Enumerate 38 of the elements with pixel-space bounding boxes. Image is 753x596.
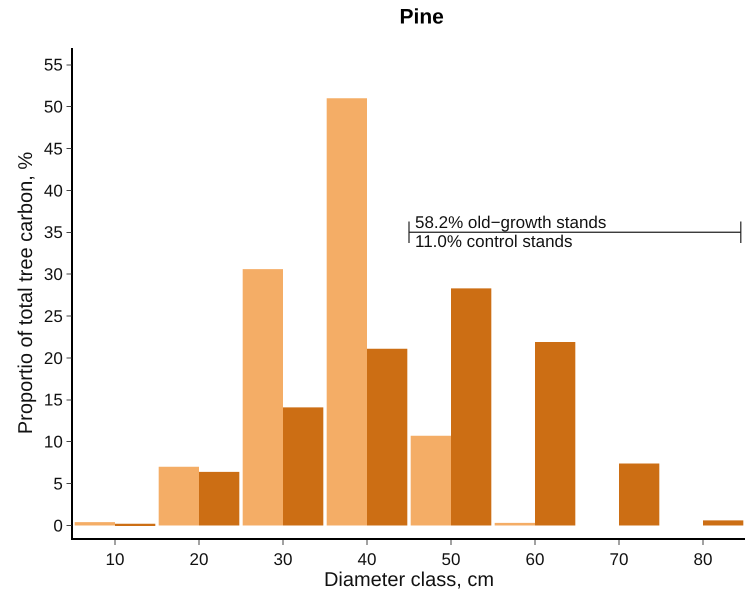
y-tick-label: 45 [44, 139, 63, 158]
x-tick-label: 80 [694, 550, 712, 570]
bar [703, 520, 744, 526]
x-tick-label: 20 [190, 550, 208, 570]
y-tick-label: 35 [44, 223, 63, 242]
y-tick-label: 20 [44, 348, 63, 368]
annotation: 11.0% control stands [415, 232, 572, 251]
x-tick-label: 40 [358, 550, 376, 570]
bar [199, 472, 240, 526]
x-tick-label: 10 [106, 550, 124, 570]
bar [535, 342, 576, 526]
bar [242, 269, 283, 526]
bar [158, 466, 199, 526]
x-tick-label: 70 [610, 550, 628, 570]
y-tick-label: 0 [53, 516, 63, 536]
y-tick-label: 25 [44, 306, 63, 326]
bar [74, 522, 115, 526]
annotation: 58.2% old−growth stands [415, 213, 606, 232]
y-axis-title: Proportio of total tree carbon, % [14, 152, 37, 434]
bar [494, 522, 535, 526]
bar [367, 348, 408, 526]
bar [283, 407, 324, 526]
x-tick-label: 30 [274, 550, 292, 570]
y-tick-label: 10 [44, 432, 63, 452]
bar [619, 463, 660, 526]
chart-title: Pine [400, 6, 444, 29]
bar [326, 98, 367, 526]
bar [410, 436, 451, 526]
y-tick-label: 5 [53, 474, 63, 494]
bar [451, 288, 492, 526]
y-tick-label: 50 [44, 98, 63, 117]
x-tick-label: 60 [526, 550, 544, 570]
x-tick-label: 50 [442, 550, 460, 570]
y-tick-label: 40 [44, 181, 63, 200]
x-axis-title: Diameter class, cm [324, 569, 494, 592]
y-tick-label: 30 [44, 265, 63, 284]
y-tick-label: 55 [44, 56, 63, 75]
y-tick-label: 15 [44, 390, 63, 410]
